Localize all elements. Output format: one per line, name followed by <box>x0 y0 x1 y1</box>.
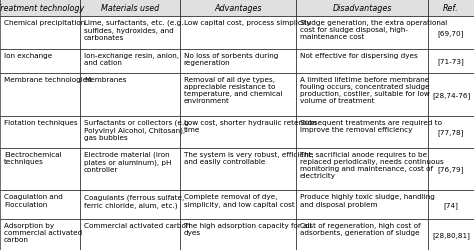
Text: Produce highly toxic sludge, handling
and disposal problem: Produce highly toxic sludge, handling an… <box>300 194 435 207</box>
Bar <box>0 50 80 74</box>
Text: [76,79]: [76,79] <box>438 166 464 173</box>
Bar <box>80 74 180 116</box>
Bar <box>80 219 180 250</box>
Text: Ion exchange: Ion exchange <box>4 53 52 59</box>
Bar <box>180 17 296 50</box>
Text: Cost of regeneration, high cost of
adsorbents, generation of sludge: Cost of regeneration, high cost of adsor… <box>300 222 420 235</box>
Bar <box>428 148 474 190</box>
Bar <box>428 219 474 250</box>
Bar <box>180 116 296 148</box>
Bar <box>0 17 80 50</box>
Bar <box>80 0 180 17</box>
Text: Electrochemical
techniques: Electrochemical techniques <box>4 151 62 164</box>
Bar <box>80 116 180 148</box>
Text: Coagulation and
Flocculation: Coagulation and Flocculation <box>4 194 63 207</box>
Bar <box>180 190 296 219</box>
Text: Subsequent treatments are required to
improve the removal efficiency: Subsequent treatments are required to im… <box>300 119 442 132</box>
Text: The sacrificial anode requires to be
replaced periodically, needs continuous
mon: The sacrificial anode requires to be rep… <box>300 151 444 178</box>
Text: Materials used: Materials used <box>100 4 159 13</box>
Bar <box>296 190 428 219</box>
Bar <box>0 74 80 116</box>
Bar <box>0 148 80 190</box>
Bar <box>428 17 474 50</box>
Bar <box>0 219 80 250</box>
Text: A limited lifetime before membrane
fouling occurs, concentrated sludge
productio: A limited lifetime before membrane fouli… <box>300 76 429 104</box>
Bar <box>180 148 296 190</box>
Text: Membranes: Membranes <box>84 76 127 82</box>
Bar <box>296 0 428 17</box>
Text: No loss of sorbents during
regeneration: No loss of sorbents during regeneration <box>184 53 278 66</box>
Bar <box>296 219 428 250</box>
Bar <box>428 74 474 116</box>
Bar <box>428 0 474 17</box>
Text: Lime, surfactants, etc. (e.g.
sulfides, hydroxides, and
carbonates: Lime, surfactants, etc. (e.g. sulfides, … <box>84 20 183 41</box>
Text: Coagulants (ferrous sulfate,
ferric chloride, alum, etc.): Coagulants (ferrous sulfate, ferric chlo… <box>84 194 184 208</box>
Text: Chemical precipitation: Chemical precipitation <box>4 20 85 26</box>
Bar <box>180 50 296 74</box>
Text: Low capital cost, process simplicity: Low capital cost, process simplicity <box>184 20 311 26</box>
Text: The high adsorption capacity for all
dyes: The high adsorption capacity for all dye… <box>184 222 311 235</box>
Text: [69,70]: [69,70] <box>438 30 464 36</box>
Text: Adsorption by
commercial activated
carbon: Adsorption by commercial activated carbo… <box>4 222 82 242</box>
Bar <box>296 74 428 116</box>
Text: Removal of all dye types,
appreciable resistance to
temperature, and chemical
en: Removal of all dye types, appreciable re… <box>184 76 282 104</box>
Text: Electrode material (iron
plates or aluminum), pH
controller: Electrode material (iron plates or alumi… <box>84 151 172 172</box>
Bar <box>296 17 428 50</box>
Bar <box>180 219 296 250</box>
Bar <box>428 116 474 148</box>
Bar <box>296 148 428 190</box>
Text: [28,74-76]: [28,74-76] <box>432 92 470 98</box>
Text: Commercial activated carbon: Commercial activated carbon <box>84 222 190 228</box>
Bar <box>296 116 428 148</box>
Text: [74]: [74] <box>444 202 458 208</box>
Text: Treatment technology: Treatment technology <box>0 4 84 13</box>
Text: Not effective for dispersing dyes: Not effective for dispersing dyes <box>300 53 418 59</box>
Bar <box>0 0 80 17</box>
Text: Sludge generation, the extra operational
cost for sludge disposal, high-
mainten: Sludge generation, the extra operational… <box>300 20 447 40</box>
Text: [71-73]: [71-73] <box>438 58 465 65</box>
Bar <box>180 74 296 116</box>
Text: [28,80,81]: [28,80,81] <box>432 231 470 238</box>
Text: Complete removal of dye,
simplicity, and low capital cost: Complete removal of dye, simplicity, and… <box>184 194 294 207</box>
Bar <box>80 148 180 190</box>
Text: Advantages: Advantages <box>214 4 262 13</box>
Text: Surfactants or collectors (e.g.
Polyvinyl Alcohol, Chitosan),
gas bubbles: Surfactants or collectors (e.g. Polyviny… <box>84 119 191 141</box>
Bar <box>428 190 474 219</box>
Text: Disadvantages: Disadvantages <box>332 4 392 13</box>
Text: Low cost, shorter hydraulic retention
time: Low cost, shorter hydraulic retention ti… <box>184 119 317 132</box>
Text: Ref.: Ref. <box>443 4 459 13</box>
Bar <box>80 17 180 50</box>
Bar <box>296 50 428 74</box>
Bar <box>180 0 296 17</box>
Text: [77,78]: [77,78] <box>438 129 464 136</box>
Bar <box>80 190 180 219</box>
Text: Flotation techniques: Flotation techniques <box>4 119 78 125</box>
Bar <box>0 190 80 219</box>
Bar <box>0 116 80 148</box>
Bar <box>80 50 180 74</box>
Text: Membrane technologies: Membrane technologies <box>4 76 91 82</box>
Bar <box>428 50 474 74</box>
Text: The system is very robust, efficient,
and easily controllable: The system is very robust, efficient, an… <box>184 151 313 164</box>
Text: Ion-exchange resin, anion,
and cation: Ion-exchange resin, anion, and cation <box>84 53 179 66</box>
